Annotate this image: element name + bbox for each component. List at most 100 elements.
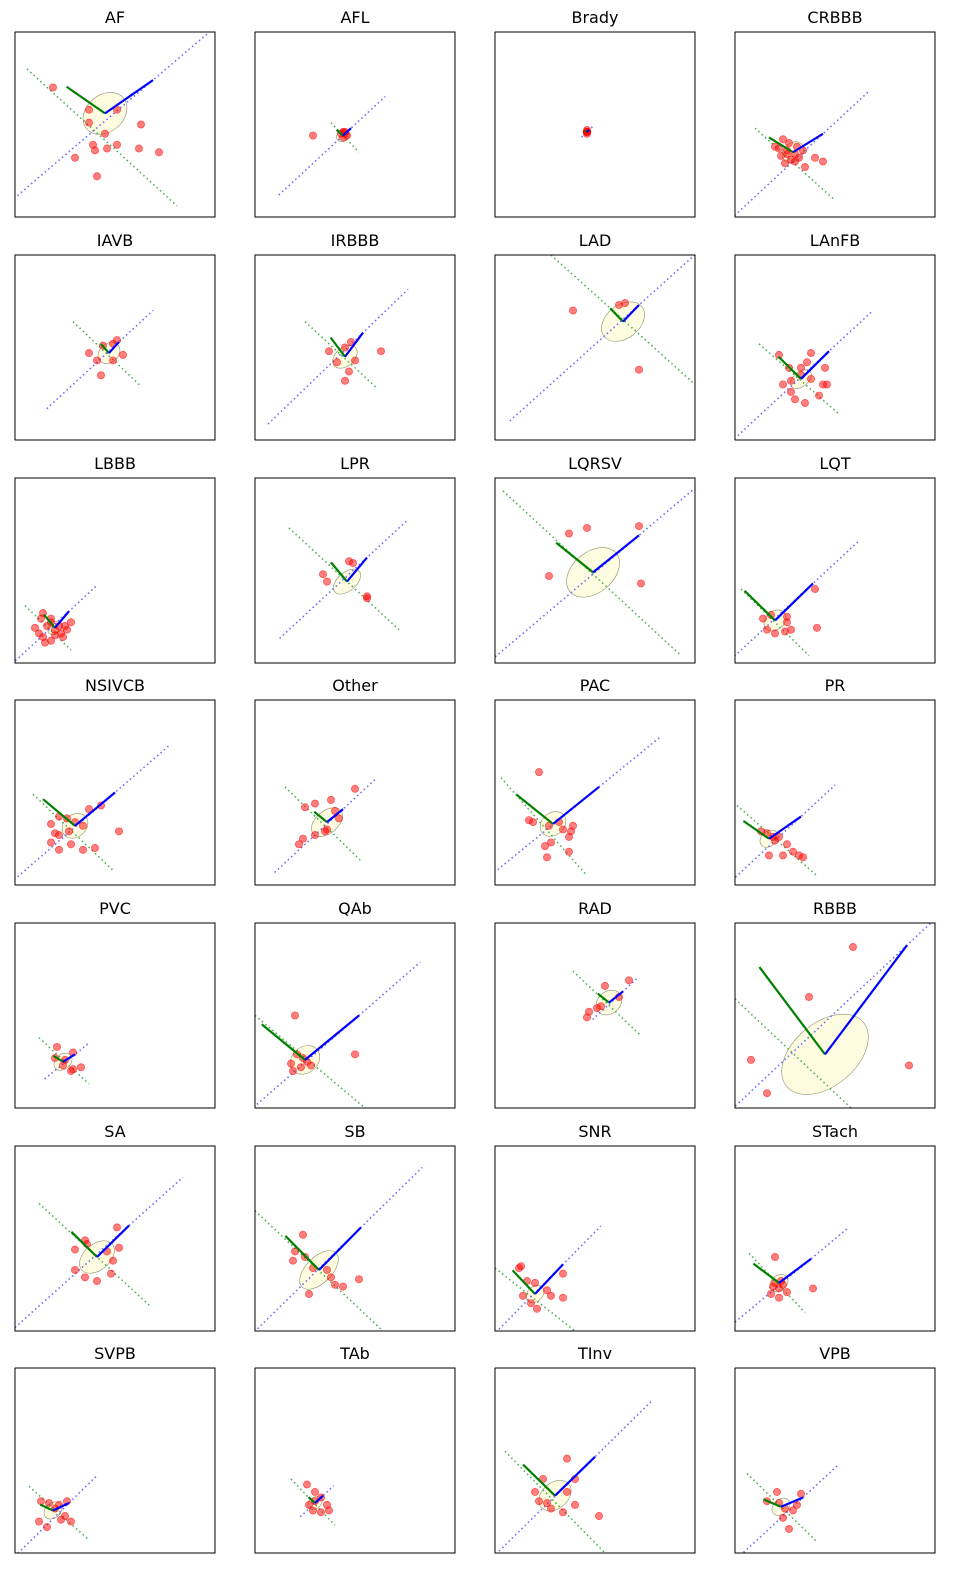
- panel-lad: LAD: [494, 231, 696, 441]
- data-point: [71, 153, 80, 162]
- panel-afl: AFL: [254, 8, 456, 218]
- data-point: [67, 618, 76, 627]
- secondary-component-line: [65, 85, 106, 115]
- panel-svpb: SVPB: [14, 1344, 216, 1554]
- data-point: [783, 612, 792, 621]
- data-point: [819, 157, 828, 166]
- panel-title: STach: [812, 1122, 858, 1141]
- secondary-component-line: [329, 336, 346, 358]
- data-point: [67, 840, 76, 849]
- panel-title: SB: [344, 1122, 365, 1141]
- data-point: [787, 387, 796, 396]
- panel-title: AFL: [340, 8, 369, 27]
- panel-frame: [14, 1145, 216, 1332]
- panel-title: RAD: [578, 899, 612, 918]
- data-point: [811, 153, 820, 162]
- secondary-component-line: [307, 1496, 316, 1504]
- data-point: [785, 1524, 794, 1533]
- data-point: [350, 784, 359, 793]
- data-point: [290, 1011, 299, 1020]
- major-axis-dotted-line: [15, 585, 97, 663]
- major-axis-dotted-line: [255, 961, 421, 1108]
- data-point: [775, 1293, 784, 1302]
- data-point: [759, 614, 768, 623]
- data-point: [288, 1256, 297, 1265]
- panel-pr: PR: [734, 676, 936, 886]
- data-point: [515, 1264, 524, 1273]
- principal-component-line: [54, 610, 70, 629]
- data-point: [905, 1061, 914, 1070]
- data-point: [787, 376, 796, 385]
- data-point: [320, 827, 329, 836]
- panel-frame: [254, 1367, 456, 1554]
- data-point: [565, 832, 574, 841]
- secondary-component-line: [42, 798, 76, 827]
- panel-frame: [14, 31, 216, 218]
- panel-frame: [494, 477, 696, 664]
- panel-title: IRBBB: [331, 231, 380, 250]
- data-point: [571, 1500, 580, 1509]
- data-point: [779, 1513, 788, 1522]
- data-point: [310, 1487, 319, 1496]
- principal-component-line: [778, 1257, 812, 1284]
- data-point: [799, 853, 808, 862]
- panel-vpb: VPB: [734, 1344, 936, 1554]
- data-point: [805, 993, 814, 1002]
- minor-axis-dotted-line: [26, 68, 178, 207]
- data-point: [797, 363, 806, 372]
- data-point: [322, 1265, 331, 1274]
- principal-component-line: [534, 1263, 564, 1295]
- secondary-component-line: [52, 1054, 64, 1063]
- panel-title: RBBB: [813, 899, 857, 918]
- data-point: [93, 1277, 102, 1286]
- data-point: [807, 349, 816, 358]
- panel-frame: [14, 1367, 216, 1554]
- principal-component-line: [342, 127, 352, 137]
- panel-title: AF: [105, 8, 125, 27]
- data-point: [113, 140, 122, 149]
- data-point: [340, 343, 349, 352]
- data-point: [775, 144, 784, 153]
- data-point: [115, 827, 124, 836]
- panel-rbbb: RBBB: [734, 899, 936, 1109]
- panel-iavb: IAVB: [14, 231, 216, 441]
- data-point: [543, 1286, 552, 1295]
- data-point: [103, 144, 112, 153]
- panel-title: Other: [332, 676, 378, 695]
- data-point: [85, 105, 94, 114]
- major-axis-dotted-line: [741, 1463, 840, 1553]
- data-point: [288, 1067, 297, 1076]
- panel-stach: STach: [734, 1122, 936, 1332]
- data-point: [77, 1063, 86, 1072]
- principal-component-line: [554, 1456, 596, 1497]
- panel-irbbb: IRBBB: [254, 231, 456, 441]
- data-point: [529, 818, 538, 827]
- data-point: [801, 398, 810, 407]
- panel-frame: [14, 254, 216, 441]
- data-point: [559, 1269, 568, 1278]
- data-point: [298, 1230, 307, 1239]
- data-point: [296, 1063, 305, 1072]
- panel-brady: Brady: [494, 8, 696, 218]
- data-point: [346, 337, 355, 346]
- panel-title: SNR: [578, 1122, 611, 1141]
- panel-frame: [734, 31, 936, 218]
- data-point: [91, 146, 100, 155]
- data-point: [107, 1269, 116, 1278]
- major-axis-dotted-line: [278, 95, 386, 196]
- data-point: [813, 623, 822, 632]
- panel-title: LBBB: [94, 454, 136, 473]
- panel-frame: [494, 699, 696, 886]
- panel-frame: [494, 1145, 696, 1332]
- data-point: [559, 1508, 568, 1517]
- panel-frame: [494, 31, 696, 218]
- minor-axis-dotted-line: [304, 321, 378, 389]
- data-point: [35, 629, 44, 638]
- major-axis-dotted-line: [735, 784, 836, 879]
- principal-component-line: [552, 786, 600, 825]
- major-axis-dotted-line: [274, 778, 376, 874]
- data-point: [583, 129, 592, 138]
- principal-component-line: [62, 1053, 76, 1063]
- data-point: [531, 1487, 540, 1496]
